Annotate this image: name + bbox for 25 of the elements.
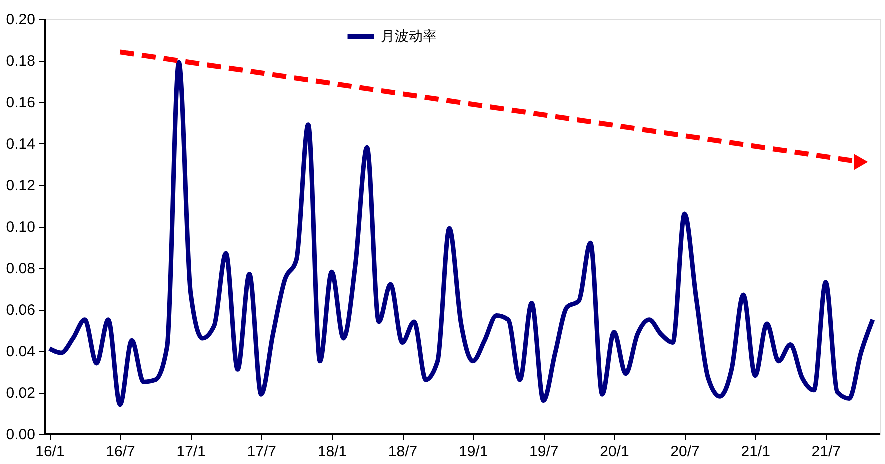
x-tick-label: 18/1 — [318, 444, 348, 460]
y-tick-label: 0.00 — [6, 426, 36, 444]
x-tick-label: 16/7 — [106, 444, 136, 460]
line-series — [47, 60, 876, 408]
y-tick-label: 0.04 — [6, 344, 36, 360]
x-tick-label: 19/7 — [530, 444, 559, 460]
x-tick-label: 17/7 — [247, 444, 276, 460]
y-tick-label: 0.02 — [6, 385, 36, 402]
y-tick-label: 0.12 — [6, 178, 36, 194]
x-tick-label: 19/1 — [458, 444, 488, 460]
x-tick-label: 20/7 — [670, 444, 700, 460]
y-tick-label: 0.10 — [6, 219, 36, 236]
y-tick-label: 0.14 — [6, 136, 36, 153]
y-tick-label: 0.20 — [6, 12, 36, 28]
x-tick-label: 17/1 — [176, 444, 206, 460]
x-tick-label: 18/7 — [388, 444, 418, 460]
legend-label: 月波动率 — [381, 29, 437, 45]
x-tick-label: 21/7 — [812, 444, 842, 460]
y-tick-label: 0.06 — [6, 302, 36, 319]
y-tick-label: 0.18 — [6, 53, 36, 70]
x-tick-label: 21/1 — [741, 444, 770, 460]
y-tick-label: 0.08 — [6, 260, 36, 278]
x-tick-label: 16/1 — [36, 444, 65, 460]
x-tick-label: 20/1 — [600, 444, 630, 460]
y-tick-label: 0.16 — [6, 94, 36, 112]
